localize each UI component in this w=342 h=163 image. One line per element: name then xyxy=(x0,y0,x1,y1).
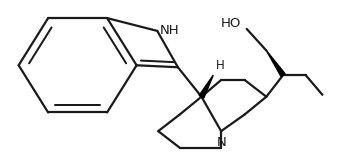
Text: HO: HO xyxy=(220,16,241,30)
Polygon shape xyxy=(199,75,213,98)
Polygon shape xyxy=(266,51,285,76)
Text: NH: NH xyxy=(160,24,180,37)
Text: N: N xyxy=(216,136,226,149)
Text: H: H xyxy=(216,59,225,72)
